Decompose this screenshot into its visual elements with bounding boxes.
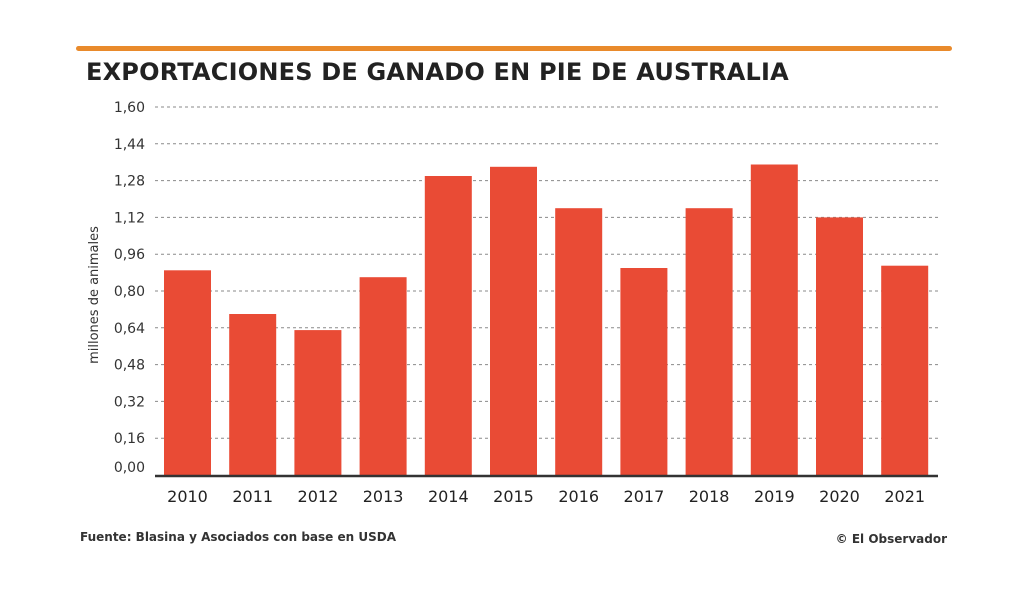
source-note: Fuente: Blasina y Asociados con base en … xyxy=(80,530,396,544)
chart-title: EXPORTACIONES DE GANADO EN PIE DE AUSTRA… xyxy=(86,58,789,86)
y-tick-label: 0,48 xyxy=(114,358,145,374)
y-tick-label: 1,44 xyxy=(114,137,145,153)
bar-2016 xyxy=(555,208,603,475)
y-tick-label: 1,12 xyxy=(114,210,145,226)
x-tick-label: 2012 xyxy=(298,487,339,506)
y-tick-label: 0,64 xyxy=(114,321,145,337)
x-tick-label: 2015 xyxy=(493,487,534,506)
bar-2010 xyxy=(164,270,211,475)
x-tick-label: 2021 xyxy=(884,487,925,506)
y-tick-label: 0,32 xyxy=(114,394,145,410)
y-tick-label: 1,60 xyxy=(114,100,145,116)
bar-2015 xyxy=(490,166,537,476)
y-tick-label: 1,28 xyxy=(114,174,145,190)
bar-2018 xyxy=(685,208,733,475)
x-tick-label: 2018 xyxy=(689,487,730,506)
y-tick-label: 0,96 xyxy=(114,247,145,263)
x-tick-label: 2016 xyxy=(558,487,599,506)
bar-2019 xyxy=(750,164,798,475)
bar-2012 xyxy=(294,330,342,475)
bar-2017 xyxy=(620,268,668,475)
bar-2014 xyxy=(424,176,472,475)
x-tick-label: 2017 xyxy=(624,487,665,506)
x-tick-label: 2014 xyxy=(428,487,469,506)
top-accent-rule xyxy=(76,46,952,51)
bar-2013 xyxy=(359,277,407,475)
y-tick-label: 0,80 xyxy=(114,284,145,300)
x-tick-label: 2010 xyxy=(167,487,208,506)
x-tick-label: 2020 xyxy=(819,487,860,506)
x-axis-ticks: 2010 2011 2012 2013 2014 2015 2016 2017 2018 2019… xyxy=(167,487,925,506)
bar-2011 xyxy=(229,314,277,475)
bars xyxy=(164,164,929,476)
x-tick-label: 2011 xyxy=(232,487,273,506)
x-tick-label: 2013 xyxy=(363,487,404,506)
bar-2020 xyxy=(816,217,863,475)
credit-note: © El Observador xyxy=(835,532,947,546)
gridlines xyxy=(155,106,938,439)
y-tick-label: 0,00 xyxy=(114,460,145,476)
y-axis-ticks: 0,00 0,16 0,32 0,48 0,64 0,80 0,96 1,12 1,28 1,44… xyxy=(114,100,145,476)
bar-2021 xyxy=(881,265,929,475)
y-axis-title: millones de animales xyxy=(87,226,102,364)
y-tick-label: 0,16 xyxy=(114,431,145,447)
x-tick-label: 2019 xyxy=(754,487,795,506)
